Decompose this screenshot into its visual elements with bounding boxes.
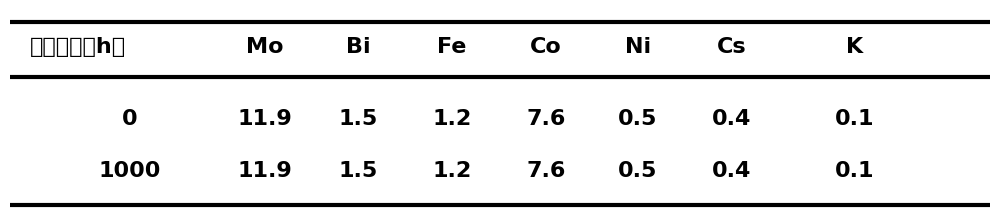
Text: 0.4: 0.4 xyxy=(712,109,752,129)
Text: 11.9: 11.9 xyxy=(238,109,292,129)
Text: 反应时间（h）: 反应时间（h） xyxy=(30,38,126,57)
Text: Ni: Ni xyxy=(625,38,651,57)
Text: 0.1: 0.1 xyxy=(835,161,875,181)
Text: 0.5: 0.5 xyxy=(618,161,658,181)
Text: 1000: 1000 xyxy=(99,161,161,181)
Text: 7.6: 7.6 xyxy=(526,109,566,129)
Text: Cs: Cs xyxy=(717,38,747,57)
Text: K: K xyxy=(846,38,864,57)
Text: 1.5: 1.5 xyxy=(338,161,378,181)
Text: 1.5: 1.5 xyxy=(338,109,378,129)
Text: Bi: Bi xyxy=(346,38,370,57)
Text: Mo: Mo xyxy=(246,38,284,57)
Text: Co: Co xyxy=(530,38,562,57)
Text: 1.2: 1.2 xyxy=(432,109,472,129)
Text: 1.2: 1.2 xyxy=(432,161,472,181)
Text: 7.6: 7.6 xyxy=(526,161,566,181)
Text: Fe: Fe xyxy=(437,38,467,57)
Text: 11.9: 11.9 xyxy=(238,161,292,181)
Text: 0.4: 0.4 xyxy=(712,161,752,181)
Text: 0: 0 xyxy=(122,109,138,129)
Text: 0.5: 0.5 xyxy=(618,109,658,129)
Text: 0.1: 0.1 xyxy=(835,109,875,129)
